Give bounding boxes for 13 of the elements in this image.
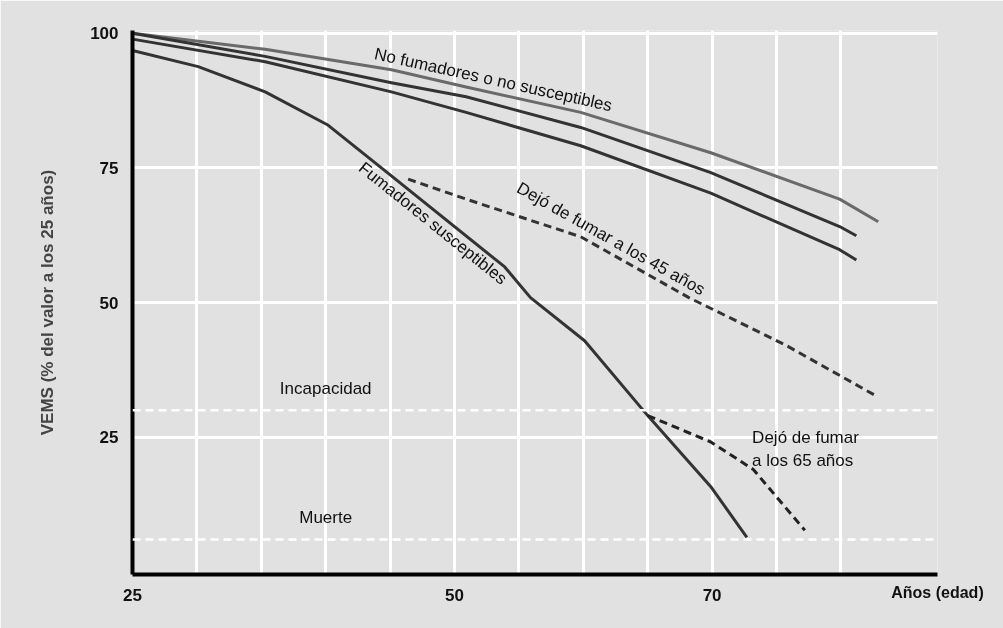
x-tick-label: 25: [123, 585, 142, 605]
x-tick-label: 70: [702, 585, 722, 605]
ref-line-label: Muerte: [299, 507, 353, 527]
x-axis-title: Años (edad): [891, 583, 984, 601]
y-axis-title: VEMS (% del valor a los 25 años): [38, 169, 58, 436]
line-series: [132, 48, 749, 539]
ref-line-label: Incapacidad: [279, 378, 372, 398]
series-label: Dejó de fumar a los 65 años: [752, 428, 860, 470]
y-tick-label: 100: [90, 24, 119, 44]
x-tick-label: 50: [445, 585, 464, 605]
y-tick-label: 25: [99, 428, 119, 448]
y-tick-label: 50: [99, 293, 119, 313]
y-tick-label: 75: [99, 158, 119, 178]
